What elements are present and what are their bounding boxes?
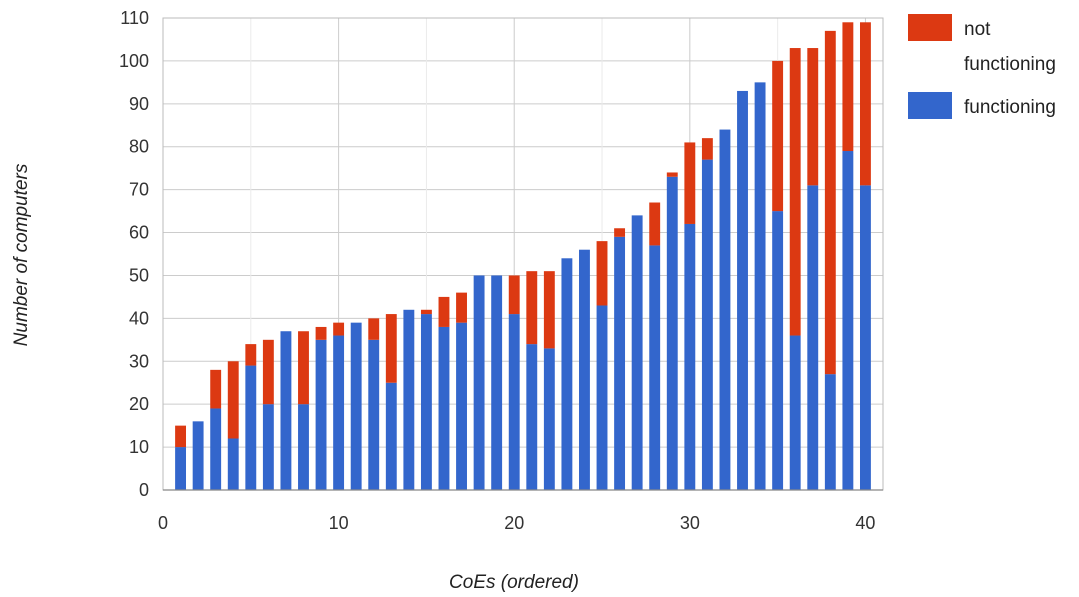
bar-segment-functioning [508,314,520,490]
y-tick-label: 70 [129,180,149,200]
bar-segment-not-functioning [262,339,274,405]
bar-segment-functioning [543,348,555,490]
x-tick-label: 20 [504,513,524,533]
bar-segment-functioning [649,245,661,490]
bar-segment-functioning [561,258,573,490]
bar-segment-functioning [280,331,292,490]
bar-segment-functioning [262,404,274,490]
bar-segment-not-functioning [859,22,871,186]
bar-segment-functioning [754,82,766,490]
bar-segment-functioning [701,159,713,490]
bar-segment-functioning [491,275,503,490]
bar-segment-functioning [403,309,415,490]
bar-segment-functioning [737,90,748,490]
bar-segment-not-functioning [508,275,520,315]
bar-segment-not-functioning [368,318,380,340]
bar-segment-functioning [842,151,854,490]
bar-segment-not-functioning [543,271,555,349]
bar-segment-functioning [579,249,590,490]
y-tick-label: 50 [129,265,149,285]
bar-segment-not-functioning [420,309,432,315]
bar-segment-functioning [210,408,222,490]
bar-segment-not-functioning [385,314,397,383]
bar-segment-functioning [333,335,345,490]
bar-segment-not-functioning [824,30,836,375]
bar-segment-functioning [666,176,678,490]
bar-segment-not-functioning [438,296,450,327]
bar-segment-not-functioning [842,22,854,152]
bar-segment-functioning [824,374,836,490]
y-tick-label: 30 [129,351,149,371]
bar-segment-not-functioning [614,228,626,237]
bar-segment-functioning [438,326,450,490]
y-axis-title: Number of computers [11,163,32,346]
bar-segment-functioning [526,344,538,490]
bar-segment-not-functioning [456,292,467,323]
bar-segment-functioning [298,404,309,490]
x-tick-label: 40 [855,513,875,533]
bar-segment-not-functioning [666,172,678,177]
x-tick-label: 10 [329,513,349,533]
bar-segment-not-functioning [175,425,187,448]
x-axis-title: CoEs (ordered) [449,572,579,593]
y-tick-label: 110 [120,8,149,28]
legend: not functioning functioning [908,14,1056,119]
bar-segment-not-functioning [596,241,608,306]
axes: 0 10 20 30 40 50 60 70 80 90 100 110 0 10 20 30 40 [119,8,884,533]
bar-segment-not-functioning [298,331,309,405]
bar-segment-not-functioning [649,202,661,246]
bar-segment-not-functioning [315,326,327,340]
bar-segment-functioning [315,339,327,490]
y-tick-label: 20 [129,394,149,414]
bar-segment-functioning [631,215,643,490]
bar-segment-functioning [456,322,467,490]
bar-segment-functioning [614,236,626,490]
y-tick-label: 60 [129,223,149,243]
y-tick-label: 0 [139,480,149,500]
bar-segment-not-functioning [333,322,345,336]
bar-segment-functioning [473,275,485,490]
bar-segment-functioning [807,185,819,490]
bar-segment-functioning [350,322,362,490]
bar-segment-functioning [420,314,432,490]
bar-segment-functioning [719,129,731,490]
x-tick-label: 30 [680,513,700,533]
bar-segment-not-functioning [526,271,538,345]
bar-segment-functioning [772,211,784,490]
bar-segment-functioning [789,335,801,490]
bar-segment-functioning [175,447,187,490]
bar-segment-functioning [227,438,239,490]
bar-segment-not-functioning [227,361,239,439]
bar-segment-functioning [385,382,397,490]
bar-segment-not-functioning [772,60,784,212]
legend-swatch [908,92,952,119]
bar-segment-not-functioning [701,138,713,160]
bar-segment-not-functioning [245,344,257,366]
legend-label: not [964,19,991,40]
bar-segment-not-functioning [789,48,801,336]
bar-segment-not-functioning [684,142,696,224]
bar-segment-functioning [684,223,696,491]
bar-segment-functioning [859,185,871,490]
bar-segment-not-functioning [807,48,819,186]
y-tick-label: 80 [129,137,149,157]
y-tick-label: 10 [129,437,149,457]
bars [175,22,871,491]
bar-segment-functioning [368,339,380,490]
y-tick-label: 100 [119,51,149,71]
bar-segment-functioning [596,305,608,490]
y-tick-label: 40 [129,308,149,328]
bar-segment-not-functioning [210,369,222,409]
y-tick-label: 90 [129,94,149,114]
bar-segment-functioning [192,421,204,490]
legend-label: functioning [964,97,1056,118]
bar-segment-functioning [245,365,257,490]
x-tick-label: 0 [158,513,168,533]
legend-label: functioning [964,54,1056,75]
legend-swatch [908,14,952,41]
